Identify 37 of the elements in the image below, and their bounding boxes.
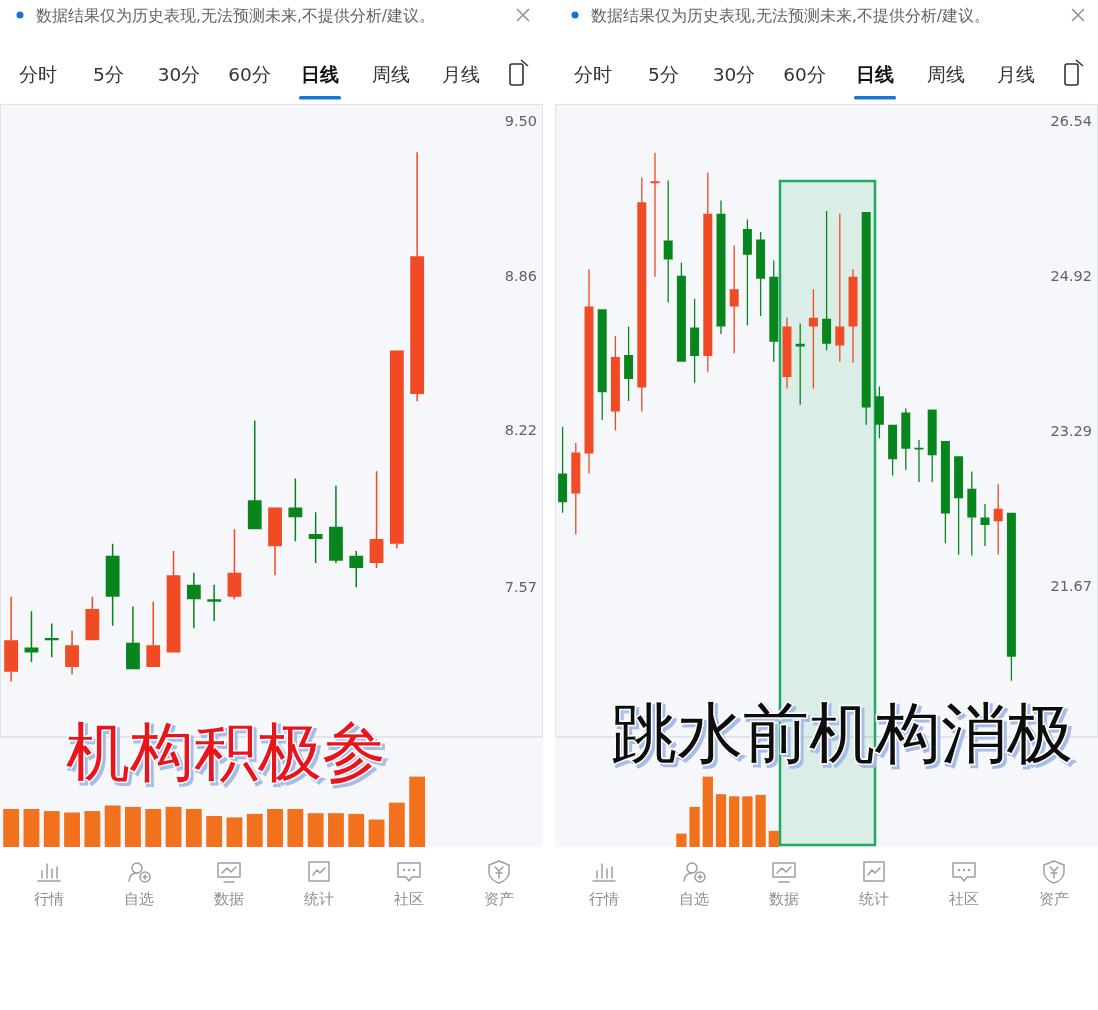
nav-label: 数据	[214, 891, 244, 907]
tab-label: 月线	[442, 63, 480, 85]
tab-label: 60分	[783, 63, 826, 85]
tab-label: 月线	[997, 63, 1035, 85]
tab-label: 30分	[157, 63, 201, 85]
nav-label: 行情	[589, 891, 619, 907]
y-tick: 8.22	[504, 422, 537, 439]
nav-label: 社区	[949, 891, 979, 907]
nav-label: 自选	[679, 891, 709, 907]
nav-label: 行情	[34, 891, 64, 907]
tab-label: 5分	[93, 63, 124, 85]
nav-label: 统计	[304, 891, 334, 907]
tab-label: 5分	[648, 63, 679, 85]
nav-label: 数据	[769, 891, 799, 907]
tab-label: 60分	[228, 63, 271, 85]
y-tick: 26.54	[1050, 113, 1092, 130]
tab-label: 周线	[371, 63, 410, 85]
y-tick: 9.50	[504, 112, 537, 129]
y-tick: 24.92	[1050, 267, 1092, 284]
tab-label: 周线	[926, 63, 965, 85]
nav-label: 资产	[484, 891, 514, 907]
tab-label: 日线	[856, 63, 894, 85]
y-tick: 8.86	[504, 267, 537, 284]
nav-label: 自选	[124, 891, 154, 907]
nav-label: 资产	[1039, 891, 1069, 907]
y-tick: 23.29	[1050, 423, 1092, 440]
annotation: 机构积极参	[66, 715, 386, 789]
nav-label: 社区	[394, 891, 424, 907]
tab-label: 日线	[301, 63, 339, 85]
tab-label: 分时	[19, 63, 57, 85]
nav-label: 统计	[859, 891, 889, 907]
title: 数据结果仅为历史表现,无法预测未来,不提供分析/建议。	[36, 7, 436, 25]
tab-label: 分时	[574, 63, 612, 85]
y-tick: 7.57	[504, 579, 537, 596]
title: 数据结果仅为历史表现,无法预测未来,不提供分析/建议。	[591, 7, 991, 25]
y-tick: 21.67	[1050, 578, 1092, 595]
tab-label: 30分	[712, 63, 756, 85]
